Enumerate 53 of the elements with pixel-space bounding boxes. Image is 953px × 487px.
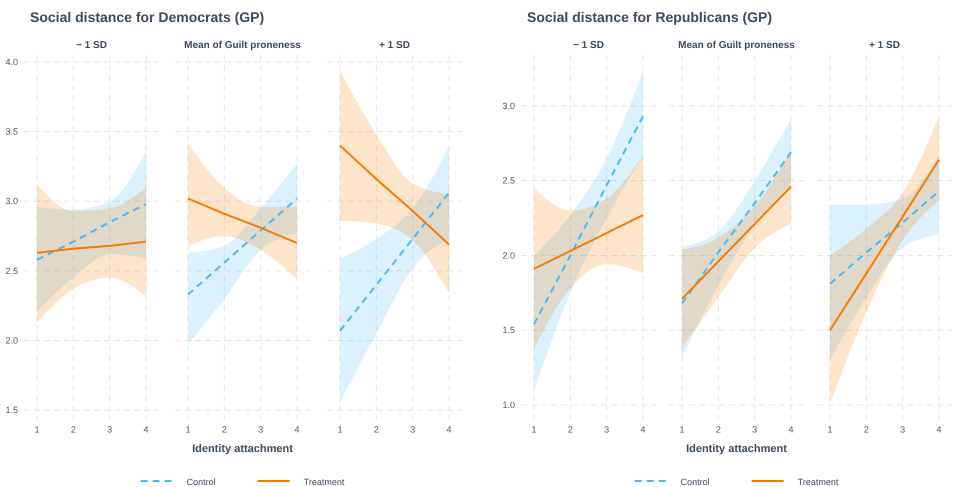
chart-subtitle: Mean of Guilt proneness [678,40,796,51]
y-tick-label: 2.5 [5,266,18,276]
x-tick-label: 3 [752,424,758,434]
legend-label: Control [186,477,216,487]
y-tick-label: 3.0 [502,100,515,111]
chart-title: Social distance for Republicans (GP) [527,9,772,25]
x-tick-label: 2 [864,424,869,434]
x-tick-label: 4 [446,424,452,434]
x-tick-label: 2 [222,424,227,434]
x-tick-label: 3 [107,424,112,434]
x-tick-label: 2 [70,424,76,434]
x-tick-label: 1 [827,424,833,434]
y-tick-label: 2.5 [502,176,515,186]
x-tick-label: 4 [640,424,646,434]
chart-subtitle: − 1 SD [573,40,604,51]
line-series [36,203,147,261]
line-series [36,240,147,254]
legend-label: Control [680,477,710,487]
chart-subtitle: Mean of Guilt proneness [184,40,302,51]
x-tick-label: 1 [679,424,685,434]
x-tick-label: 4 [143,424,149,434]
x-tick-label: 1 [531,424,537,434]
x-axis-title: Identity attachment [686,443,788,455]
x-tick-label: 1 [337,424,343,434]
chart-subtitle: − 1 SD [76,40,107,51]
chart-subtitle: + 1 SD [379,40,410,51]
line-series [533,214,644,270]
y-tick-label: 2.0 [502,250,515,260]
x-tick-label: 2 [374,424,379,434]
line-series [533,115,644,326]
y-tick-label: 3.5 [5,126,18,136]
x-tick-label: 3 [900,424,906,434]
y-tick-label: 1.0 [502,400,515,410]
x-tick-label: 3 [604,424,610,434]
y-tick-label: 1.5 [502,325,515,336]
chart-subtitle: + 1 SD [869,40,900,51]
x-tick-label: 4 [294,424,300,434]
legend-label: Treatment [304,477,345,487]
chart-title: Social distance for Democrats (GP) [30,9,264,25]
x-tick-label: 1 [185,424,191,434]
x-tick-label: 1 [34,424,40,434]
x-tick-label: 4 [788,424,794,434]
y-tick-label: 1.5 [5,405,18,416]
x-axis-title: Identity attachment [192,443,294,455]
x-tick-label: 2 [716,424,721,434]
y-tick-label: 3.0 [5,196,18,206]
x-tick-label: 4 [936,424,942,434]
x-tick-label: 3 [258,424,264,434]
y-tick-label: 4.0 [5,56,18,67]
y-tick-label: 2.0 [5,335,18,346]
x-tick-label: 2 [568,424,573,434]
x-tick-label: 3 [410,424,416,434]
legend-label: Treatment [798,477,839,487]
